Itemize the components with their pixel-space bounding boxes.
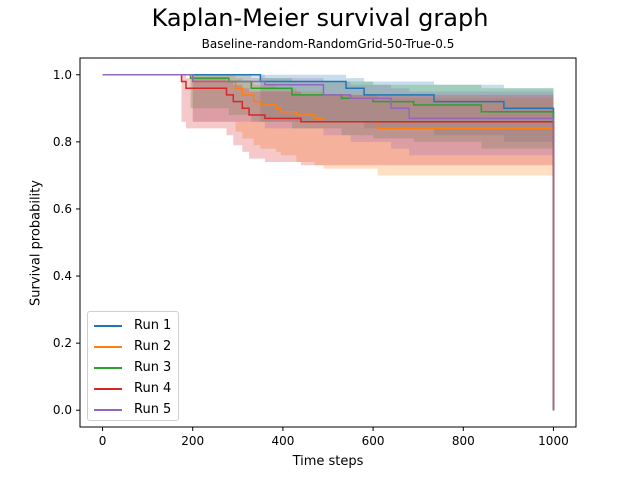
x-tick-label: 600 — [362, 434, 385, 448]
y-tick-label: 0.8 — [53, 135, 72, 149]
confidence-band-1 — [102, 74, 554, 149]
y-tick-label: 0.6 — [53, 202, 72, 216]
y-axis-label: Survival probability — [28, 180, 44, 306]
x-tick-label: 0 — [99, 434, 107, 448]
y-tick-label: 0.4 — [53, 269, 72, 283]
y-tick-label: 1.0 — [53, 68, 72, 82]
legend-item-run-5: Run 5 — [94, 399, 172, 420]
legend-label: Run 4 — [134, 381, 172, 396]
confidence-band-4 — [102, 74, 554, 166]
legend-swatch — [94, 387, 122, 390]
chart-title: Kaplan-Meier survival graph — [151, 4, 489, 32]
x-tick-label: 400 — [271, 434, 294, 448]
survival-lines — [102, 74, 555, 411]
legend-item-run-2: Run 2 — [94, 336, 172, 357]
legend-label: Run 5 — [134, 402, 172, 417]
x-tick-label: 800 — [452, 434, 475, 448]
legend-swatch — [94, 366, 122, 369]
survival-line-1 — [102, 74, 555, 411]
confidence-bands — [102, 74, 554, 176]
y-tick-label: 0.0 — [53, 403, 72, 417]
legend-item-run-3: Run 3 — [94, 357, 172, 378]
x-tick-label: 1000 — [538, 434, 569, 448]
legend-label: Run 1 — [134, 318, 172, 333]
confidence-band-3 — [102, 74, 554, 156]
chart-subtitle: Baseline-random-RandomGrid-50-True-0.5 — [201, 37, 455, 51]
legend-label: Run 2 — [134, 339, 172, 354]
y-tick-label: 0.2 — [53, 336, 72, 350]
plot-frame — [79, 57, 577, 428]
legend-item-run-1: Run 1 — [94, 315, 172, 336]
legend-item-run-4: Run 4 — [94, 378, 172, 399]
confidence-band-2 — [102, 74, 554, 176]
legend-swatch — [94, 324, 122, 327]
legend-label: Run 3 — [134, 360, 172, 375]
x-axis-label: Time steps — [292, 454, 364, 469]
legend-swatch — [94, 408, 122, 411]
x-tick-label: 200 — [181, 434, 204, 448]
survival-line-5 — [102, 74, 555, 411]
survival-line-3 — [102, 74, 555, 411]
survival-line-4 — [102, 74, 555, 411]
axes: 0 200 400 600 800 1000 0.0 0.2 0.4 0.6 0.8 1.0 — [53, 57, 577, 448]
legend-swatch — [94, 345, 122, 348]
legend: Run 1 Run 2 Run 3 Run 4 Run 5 — [87, 311, 179, 421]
confidence-band-5 — [102, 74, 554, 156]
